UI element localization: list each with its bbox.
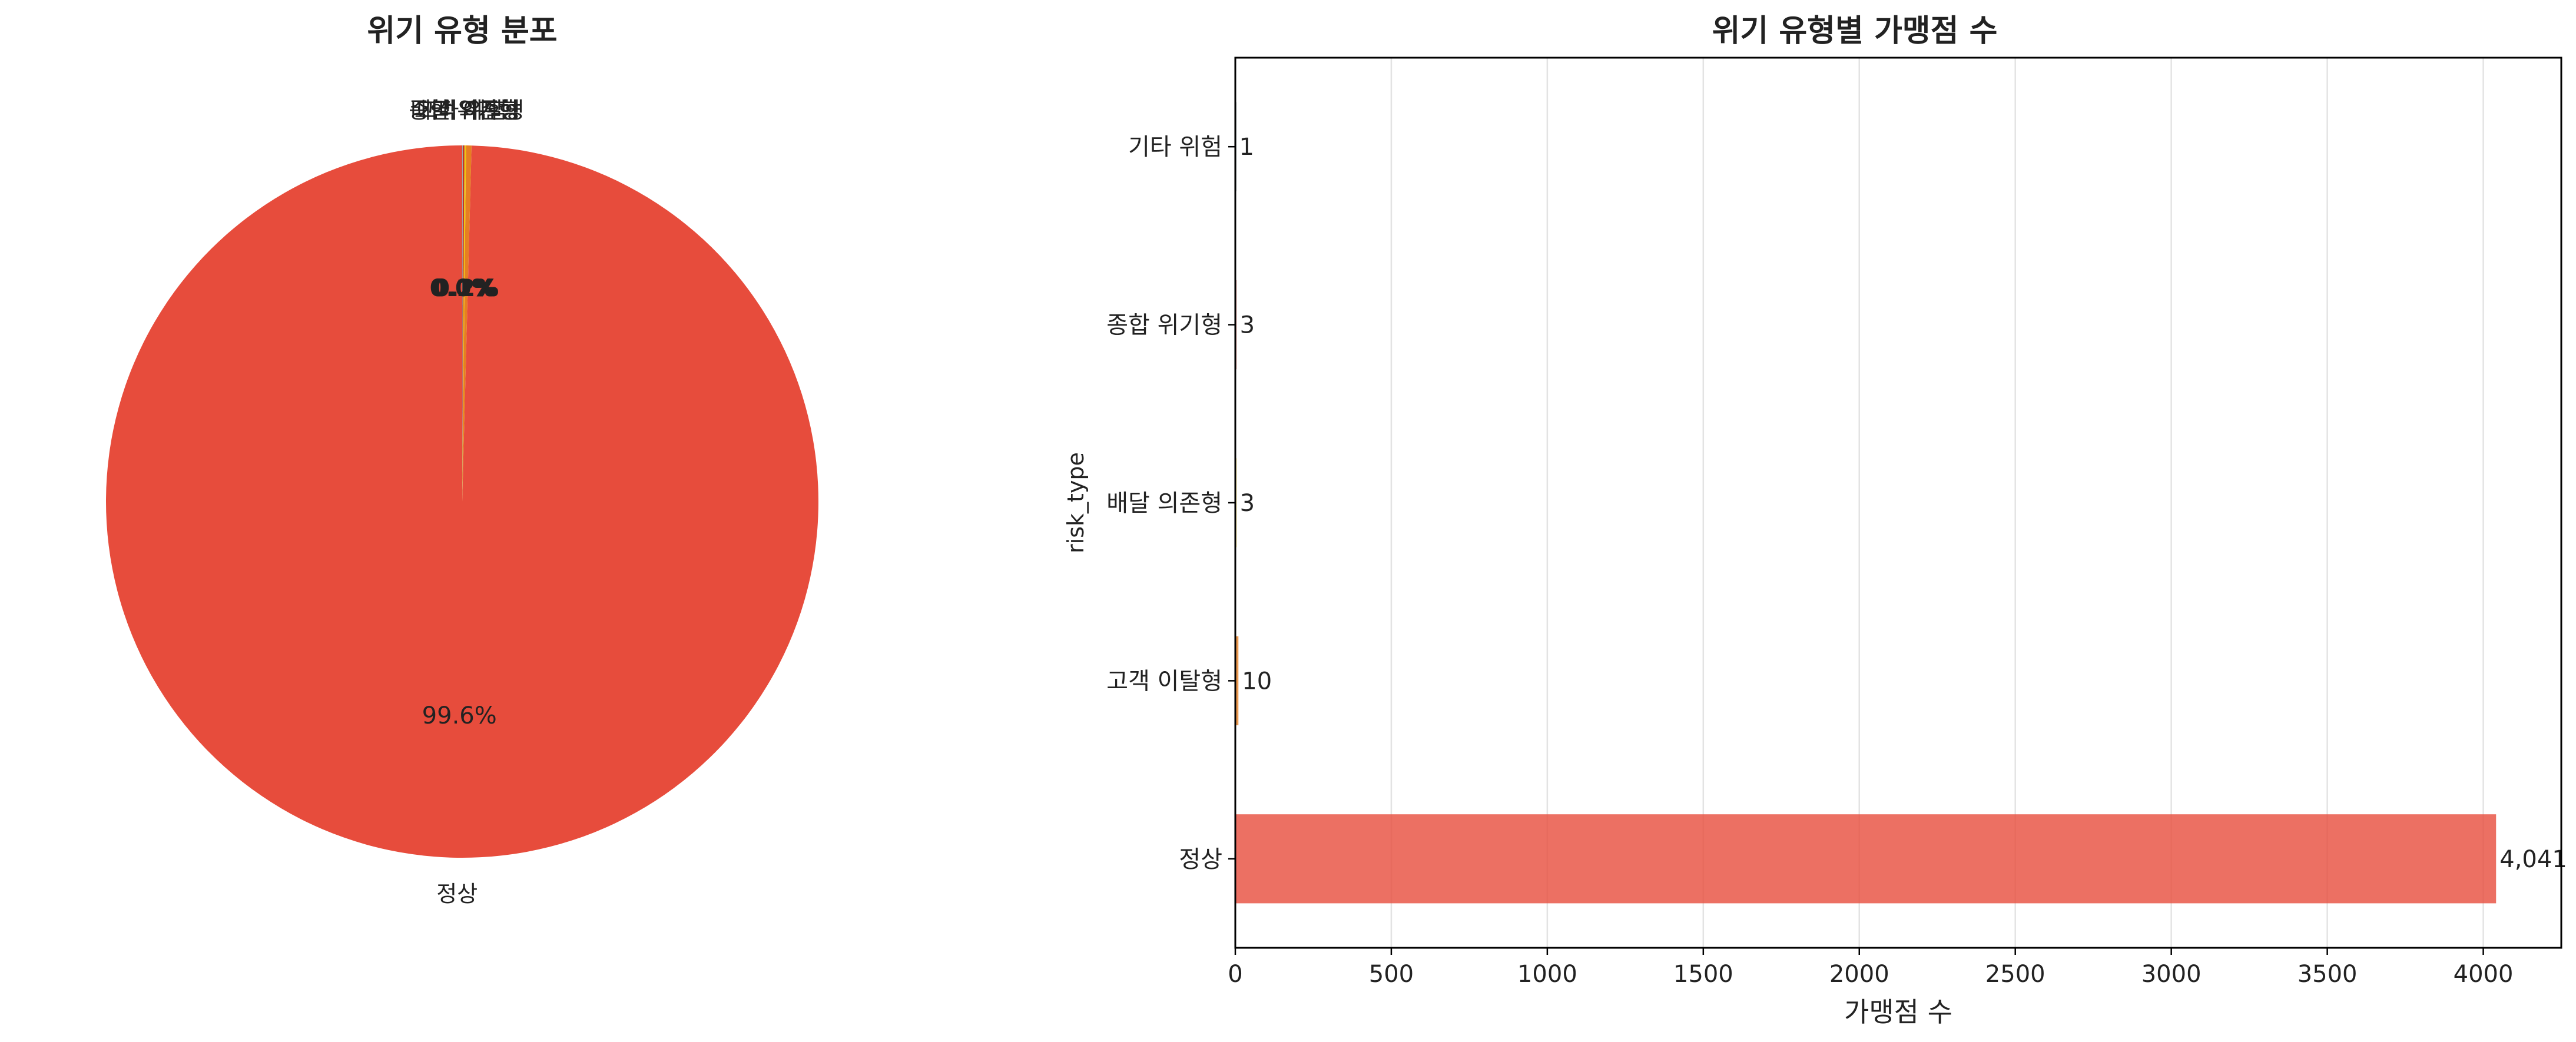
x-tick-label: 1000 <box>1517 961 1577 988</box>
bar-value-label: 4,041 <box>2499 846 2567 873</box>
bar-chart-panel: 위기 유형별 가맹점 수 1 3 3 10 4,041 0 500 1000 1500 2000… <box>1063 14 2567 1028</box>
pie-chart-title: 위기 유형 분포 <box>367 14 557 49</box>
x-tick-label: 3500 <box>2297 961 2358 988</box>
y-tick-label: 종합 위기형 <box>1106 312 1222 339</box>
y-tick-label: 기타 위험 <box>1128 134 1222 161</box>
bar <box>1235 636 1239 725</box>
x-tick-label: 2000 <box>1829 961 1889 988</box>
pie-slice-label: 배달 의존형 <box>410 98 520 124</box>
pie-slice <box>462 145 466 502</box>
bar-chart-title: 위기 유형별 가맹점 수 <box>1712 14 1998 49</box>
x-tick-label: 1500 <box>1673 961 1733 988</box>
pie-slice-label: 정상 <box>436 881 478 907</box>
pie-slice-label: 고객 이탈형 <box>415 98 525 124</box>
bar-value-label: 1 <box>1239 134 1254 161</box>
bar-value-label: 3 <box>1240 312 1255 339</box>
x-tick-label: 0 <box>1228 961 1242 988</box>
y-tick-label: 정상 <box>1179 846 1222 873</box>
x-tick-label: 4000 <box>2454 961 2514 988</box>
pie-slice <box>462 145 463 502</box>
x-tick-label: 2500 <box>1985 961 2045 988</box>
pie-slice <box>105 145 818 858</box>
pie-slice <box>462 145 465 502</box>
pie-chart-panel: 위기 유형 분포 정상 99.6% 고객 이탈형 0.2% 배달 의존형 0.1% 종합 위… <box>105 14 818 907</box>
bar-axis-ticks: 0 500 1000 1500 2000 2500 3000 3500 4000 기타 위험종합 … <box>1106 134 2513 988</box>
pie-pct-label: 0.0% <box>430 275 495 302</box>
bar-series: 1 3 3 10 4,041 <box>1235 102 2567 904</box>
pie-pct-label: 0.1% <box>432 275 497 302</box>
pie-pct-label: 0.2% <box>433 275 499 302</box>
pie-pct-label: 99.6% <box>422 702 497 729</box>
bar <box>1235 814 2497 904</box>
bar-x-axis-label: 가맹점 수 <box>1844 996 1952 1028</box>
pie-slice-label: 종합 위기형 <box>409 98 519 124</box>
x-tick-label: 3000 <box>2141 961 2202 988</box>
pie-slice-label: 기타 위험 <box>418 98 508 124</box>
x-tick-label: 500 <box>1369 961 1414 988</box>
bar-value-label: 10 <box>1242 668 1272 695</box>
y-tick-label: 고객 이탈형 <box>1106 668 1222 695</box>
y-tick-label: 배달 의존형 <box>1106 490 1222 517</box>
pie-pct-label: 0.1% <box>430 275 496 302</box>
pie-slice <box>462 145 472 502</box>
pie-slices <box>105 145 818 858</box>
bar-value-label: 3 <box>1240 490 1255 517</box>
bar-y-axis-label: risk_type <box>1063 452 1089 553</box>
